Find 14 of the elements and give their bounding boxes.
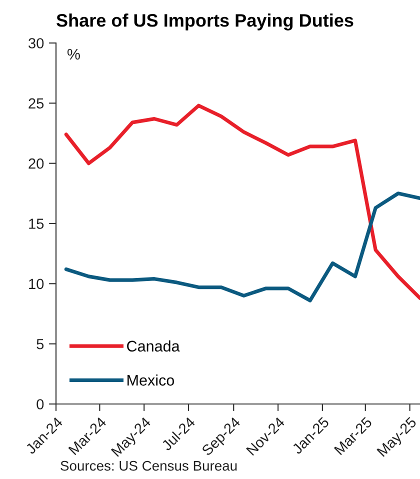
legend-label: Canada — [127, 340, 180, 352]
y-tick-label: 0 — [36, 399, 44, 410]
y-axis-title: % — [67, 48, 80, 60]
line-series — [64, 192, 420, 302]
y-tick-label: 5 — [36, 339, 44, 350]
legend-label: Mexico — [128, 374, 174, 386]
y-tick-label: 10 — [29, 278, 44, 290]
y-tick-label: 25 — [28, 98, 44, 109]
y-tick-label: 30 — [28, 38, 44, 48]
y-tick-label: 20 — [28, 158, 44, 169]
y-tick-label: 15 — [29, 218, 44, 229]
chart-title: Share of US Imports Paying Duties — [56, 14, 354, 30]
source-note: Sources: US Census Bureau — [60, 460, 237, 471]
line-series — [64, 104, 420, 300]
